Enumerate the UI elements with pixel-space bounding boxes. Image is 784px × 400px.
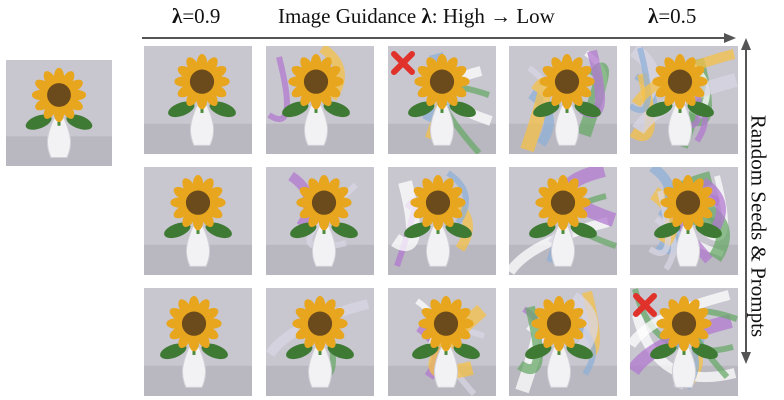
generated-image-tile [266,288,374,396]
generated-image-tile [509,46,617,154]
double-arrow-vertical-icon [741,38,751,364]
lambda-low-label: λ=0.5 [648,4,697,28]
generated-image-tile [509,288,617,396]
generated-image-tile [388,288,496,396]
generated-image-tile [144,46,252,154]
generated-image-tile [630,167,738,275]
red-x-icon [632,292,658,323]
generated-image-tile [630,46,738,154]
arrow-right-icon [142,33,736,43]
red-x-icon [390,50,416,81]
image-guidance-axis-label: Image Guidance λ: High → Low [278,4,555,28]
lambda-high-label: λ=0.9 [172,4,221,28]
input-image [6,60,112,166]
generated-image-tile [266,167,374,275]
side-label-text: Random Seeds & Prompts [746,114,771,338]
generated-image-tile [266,46,374,154]
generated-image-tile [388,167,496,275]
random-seeds-prompts-label: Random Seeds & Prompts [738,86,778,366]
generated-image-tile [144,288,252,396]
generated-image-tile [509,167,617,275]
generated-image-tile [630,288,738,396]
generated-image-tile [144,167,252,275]
